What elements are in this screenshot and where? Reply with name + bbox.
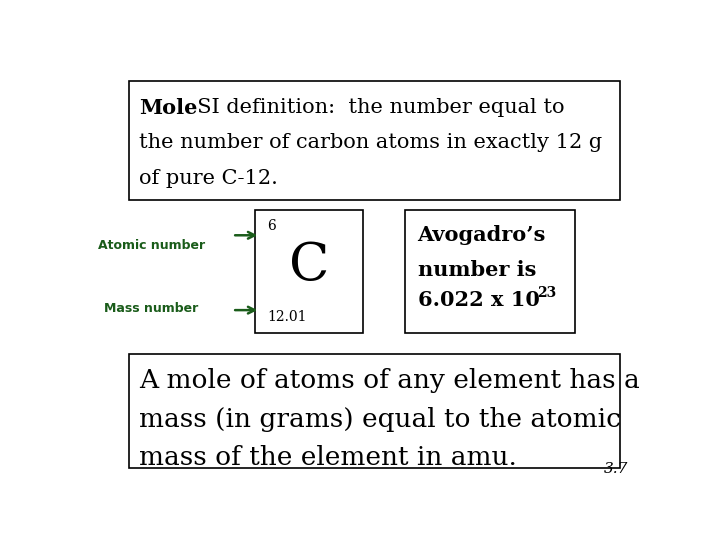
FancyBboxPatch shape (129, 354, 620, 468)
Text: :  SI definition:  the number equal to: : SI definition: the number equal to (177, 98, 564, 117)
Text: 23: 23 (538, 286, 557, 300)
FancyBboxPatch shape (129, 82, 620, 200)
Text: 6: 6 (267, 219, 276, 233)
Text: C: C (289, 240, 329, 291)
FancyBboxPatch shape (255, 211, 364, 333)
Text: mass (in grams) equal to the atomic: mass (in grams) equal to the atomic (139, 407, 621, 431)
Text: mass of the element in amu.: mass of the element in amu. (139, 445, 517, 470)
Text: Mole: Mole (139, 98, 197, 118)
Text: Atomic number: Atomic number (99, 239, 205, 252)
Text: Avogadro’s: Avogadro’s (418, 225, 546, 245)
Text: number is: number is (418, 260, 536, 280)
Text: 3.7: 3.7 (604, 462, 629, 476)
Text: A mole of atoms of any element has a: A mole of atoms of any element has a (139, 368, 640, 393)
Text: the number of carbon atoms in exactly 12 g: the number of carbon atoms in exactly 12… (139, 133, 602, 152)
FancyBboxPatch shape (405, 211, 575, 333)
Text: 6.022 x 10: 6.022 x 10 (418, 290, 539, 310)
Text: 12.01: 12.01 (267, 310, 307, 324)
Text: Mass number: Mass number (104, 301, 198, 314)
Text: of pure C-12.: of pure C-12. (139, 169, 278, 188)
